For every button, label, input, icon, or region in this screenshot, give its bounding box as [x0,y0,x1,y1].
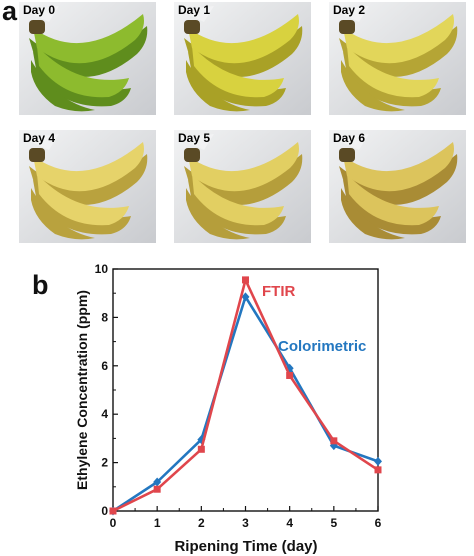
y-tick-label: 6 [101,359,108,373]
banana-photo: Day 1 [174,2,311,115]
legend-label-ftir: FTIR [262,283,295,300]
data-point-square [286,371,294,379]
banana-bunch-image [329,2,466,115]
day-label: Day 6 [333,131,366,145]
panel-a-label: a [2,0,18,26]
plot-frame [112,268,379,512]
day-label: Day 5 [178,131,211,145]
banana-bunch-image [19,2,156,115]
banana-photo: Day 4 [19,130,156,243]
x-tick-label: 6 [375,516,382,530]
day-label: Day 0 [23,3,56,17]
x-tick-label: 1 [154,516,161,530]
series-line-colorimetric [112,295,379,513]
data-point-diamond [374,456,382,466]
legend-label-colorimetric: Colorimetric [278,338,366,355]
x-tick-label: 3 [242,516,249,530]
banana-photo: Day 6 [329,130,466,243]
banana-photo: Day 5 [174,130,311,243]
data-point-square [330,437,338,445]
data-point-square [197,445,205,453]
x-tick-label: 0 [110,516,117,530]
data-point-square [242,276,249,284]
day-label: Day 1 [178,3,211,17]
y-tick-label: 0 [101,504,108,518]
banana-bunch-image [174,2,311,115]
data-point-diamond [153,477,162,487]
series-line-ftir [112,278,379,513]
x-tick-label: 4 [286,516,293,530]
x-tick-label: 2 [198,516,205,530]
banana-photo: Day 2 [329,2,466,115]
day-label: Day 2 [333,3,366,17]
banana-bunch-image [174,130,311,243]
chart-axes: 0 1 2 3 4 5 6 0 2 4 6 8 10 [95,262,382,530]
x-axis-label: Ripening Time (day) [174,538,317,555]
banana-bunch-image [329,130,466,243]
y-tick-label: 4 [101,407,108,421]
data-point-square [153,485,161,493]
banana-photo: Day 0 [19,2,156,115]
y-tick-label: 8 [101,310,108,324]
y-tick-label: 10 [95,262,109,276]
chart-series: FTIR Colorimetric [109,276,382,516]
y-tick-label: 2 [101,456,108,470]
banana-bunch-image [19,130,156,243]
day-label: Day 4 [23,131,56,145]
data-point-square [109,507,117,515]
y-axis-label: Ethylene Concentration (ppm) [74,290,90,490]
data-point-square [374,466,382,474]
panel-b-label: b [32,270,49,300]
ethylene-line-chart: 0 1 2 3 4 5 6 0 2 4 6 8 10 FTIR Colorimetric Ethylene… [74,262,382,555]
data-point-diamond [241,292,250,302]
x-tick-label: 5 [330,516,337,530]
